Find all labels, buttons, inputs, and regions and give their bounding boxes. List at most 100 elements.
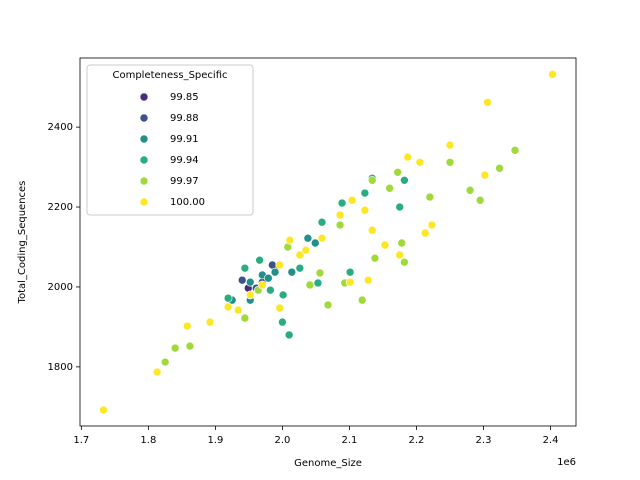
point (264, 273, 273, 283)
point (345, 267, 355, 277)
point (185, 341, 195, 351)
point (305, 280, 315, 290)
legend-label: 99.85 (170, 92, 199, 103)
x-tick-label: 2.2 (409, 435, 425, 446)
legend-box (86, 64, 254, 216)
point (284, 330, 294, 340)
point (370, 253, 380, 263)
y-tick-label: 1800 (48, 362, 73, 373)
point (380, 240, 390, 250)
point (245, 277, 255, 287)
point (445, 157, 455, 167)
point (480, 170, 490, 180)
point (427, 220, 437, 230)
point (240, 313, 250, 323)
point (483, 98, 492, 107)
point (303, 233, 313, 243)
point (385, 183, 394, 193)
x-tick-label: 2.0 (274, 435, 290, 446)
point (278, 290, 288, 300)
legend-label: 99.91 (170, 134, 199, 145)
legend-marker (139, 113, 149, 123)
legend-marker (139, 155, 149, 165)
point (335, 210, 345, 220)
point (420, 228, 430, 238)
point (275, 260, 285, 270)
legend-marker (139, 176, 149, 186)
point (287, 267, 297, 277)
point (295, 250, 305, 260)
point (400, 257, 409, 267)
point (445, 140, 455, 150)
x-tick-label: 1.7 (73, 435, 89, 446)
point (400, 175, 409, 185)
point (170, 343, 180, 353)
point (317, 233, 327, 243)
point (223, 293, 233, 303)
point (323, 300, 333, 310)
point (315, 268, 325, 278)
point (310, 238, 320, 248)
x-offset-label: 1e6 (557, 457, 576, 468)
y-tick-label: 2000 (48, 282, 73, 293)
point (403, 152, 413, 162)
x-tick-label: 2.3 (476, 435, 492, 446)
point (266, 285, 275, 295)
point (335, 220, 345, 230)
point (347, 195, 357, 205)
legend-label: 99.94 (170, 155, 199, 166)
point (258, 280, 267, 290)
point (495, 163, 504, 173)
point (465, 185, 475, 195)
point (415, 157, 425, 167)
point (268, 260, 277, 270)
legend-title: Completeness_Specific (112, 70, 227, 81)
axes-frame (79, 57, 577, 427)
point (548, 70, 557, 79)
point (363, 275, 373, 285)
point (313, 278, 323, 288)
legend-label: 100.00 (170, 197, 205, 208)
point (301, 245, 311, 255)
point (278, 317, 287, 327)
legend-marker (139, 92, 149, 102)
point (367, 225, 377, 235)
point (510, 145, 520, 155)
y-tick-label: 2200 (48, 202, 73, 213)
point (160, 357, 170, 367)
point (395, 250, 405, 260)
point (345, 277, 355, 287)
legend-label: 99.88 (170, 113, 199, 124)
point (285, 235, 295, 245)
point (240, 263, 250, 273)
point (360, 205, 370, 215)
point (237, 275, 247, 285)
point (357, 295, 367, 305)
point (317, 217, 327, 227)
x-tick-label: 2.4 (543, 435, 559, 446)
point (182, 321, 192, 331)
y-tick-label: 2400 (48, 122, 73, 133)
point (275, 303, 285, 313)
point (295, 263, 305, 273)
legend-label: 99.97 (170, 176, 199, 187)
point (255, 255, 264, 265)
point (99, 405, 108, 415)
point (270, 267, 280, 277)
point (395, 202, 405, 212)
point (397, 238, 407, 248)
point (245, 290, 255, 300)
x-tick-label: 1.9 (207, 435, 223, 446)
point (205, 317, 215, 327)
point (223, 302, 233, 312)
point (367, 175, 377, 185)
point (360, 188, 370, 198)
point (425, 192, 435, 202)
x-axis-label: Genome_Size (294, 458, 362, 469)
legend-marker (139, 134, 149, 144)
point (152, 367, 162, 377)
point (475, 195, 485, 205)
x-tick-label: 1.8 (140, 435, 156, 446)
